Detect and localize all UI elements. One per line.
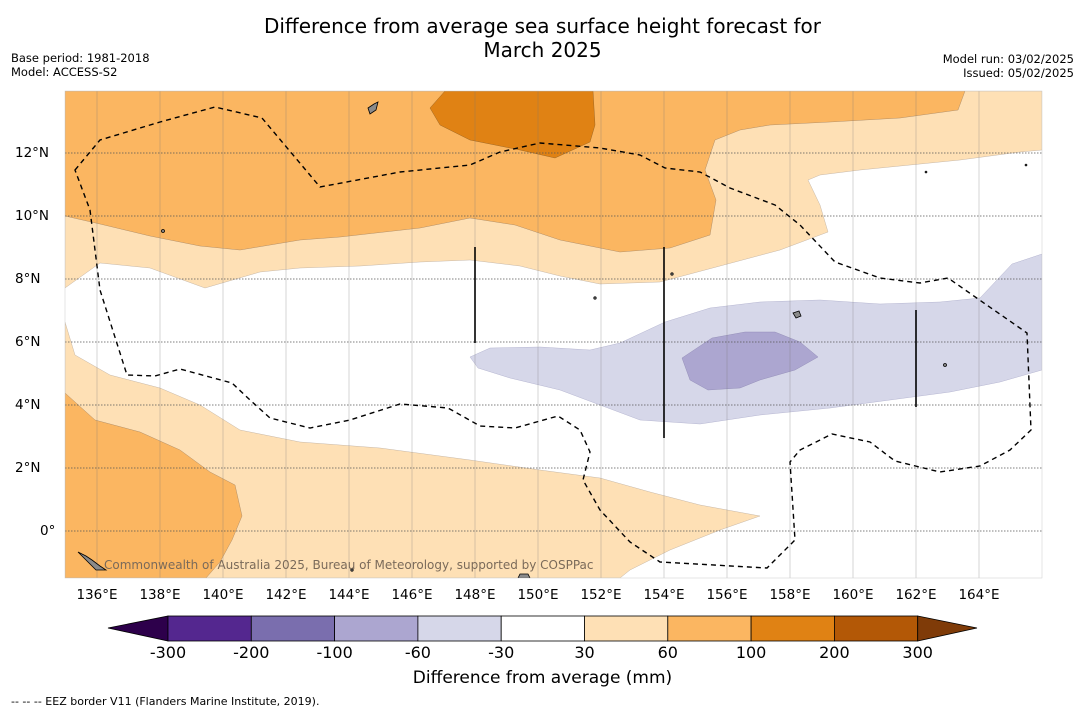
anomaly-100-200-north	[429, 91, 596, 159]
eez-segment-lines	[474, 247, 917, 438]
x-tick-label: 146°E	[391, 587, 433, 603]
map-grid	[65, 91, 1042, 578]
model-name: Model: ACCESS-S2	[11, 65, 118, 79]
colorbar-segment-5	[500, 615, 585, 642]
colorbar-tick-label: 60	[657, 643, 678, 662]
y-tick-label: 10°N	[15, 208, 50, 224]
y-tick-label: 4°N	[15, 397, 41, 413]
colorbar-tick-label: -60	[404, 643, 431, 662]
y-tick-label: 6°N	[15, 334, 41, 350]
colorbar-title: Difference from average (mm)	[412, 668, 673, 688]
x-tick-label: 136°E	[76, 587, 118, 603]
colorbar-segment-1	[167, 615, 252, 642]
eez-borders	[74, 106, 1032, 569]
x-tick-label: 150°E	[517, 587, 559, 603]
anomaly-60-100-north	[65, 91, 966, 253]
colorbar	[107, 615, 978, 642]
colorbar-segment-6	[584, 615, 669, 642]
islands	[77, 101, 1028, 578]
model-info: Base period: 1981-2018 Model: ACCESS-S2	[11, 51, 150, 79]
colorbar-segment-7	[667, 615, 752, 642]
anomaly-minus100-minus60	[681, 331, 819, 391]
y-tick-label: 2°N	[15, 460, 41, 476]
title-line-1: Difference from average sea surface heig…	[263, 14, 822, 38]
colorbar-segment-3	[334, 615, 419, 642]
colorbar-segment-8	[750, 615, 835, 642]
x-tick-label: 140°E	[202, 587, 244, 603]
colorbar-tick-label: -200	[233, 643, 270, 662]
issued-date: Issued: 05/02/2025	[963, 66, 1074, 80]
colorbar-tick-label: 30	[574, 643, 595, 662]
colorbar-tick-label: 300	[902, 643, 933, 662]
colorbar-low-extension	[107, 615, 169, 642]
colorbar-segment-9	[834, 615, 919, 642]
x-tick-label: 138°E	[139, 587, 181, 603]
colorbar-segment-2	[250, 615, 336, 642]
x-tick-label: 154°E	[643, 587, 685, 603]
colorbar-high-extension	[917, 615, 978, 642]
x-tick-label: 144°E	[328, 587, 370, 603]
colorbar-tick-label: 200	[819, 643, 850, 662]
colorbar-tick-label: -100	[316, 643, 353, 662]
colorbar-tick-label: -30	[488, 643, 515, 662]
colorbar-segment-4	[417, 615, 502, 642]
base-period: Base period: 1981-2018	[11, 51, 150, 65]
x-tick-label: 152°E	[580, 587, 622, 603]
x-tick-label: 158°E	[769, 587, 811, 603]
map-frame	[64, 90, 1043, 579]
x-tick-label: 156°E	[706, 587, 748, 603]
y-tick-label: 8°N	[15, 271, 41, 287]
y-tick-label: 12°N	[15, 145, 50, 161]
anomaly-60-100-south	[65, 392, 243, 578]
y-tick-label: 0°	[40, 523, 56, 539]
model-run-date: Model run: 03/02/2025	[942, 52, 1074, 66]
run-info: Model run: 03/02/2025 Issued: 05/02/2025	[943, 52, 1074, 80]
credit-text: Commonwealth of Australia 2025, Bureau o…	[104, 558, 594, 572]
x-tick-label: 162°E	[895, 587, 937, 603]
x-tick-label: 148°E	[454, 587, 496, 603]
title-line-2: March 2025	[483, 38, 602, 62]
x-tick-label: 142°E	[265, 587, 307, 603]
eez-legend-note: -- -- -- EEZ border V11 (Flanders Marine…	[11, 695, 320, 708]
colorbar-tick-label: 100	[735, 643, 767, 662]
map-title: Difference from average sea surface heig…	[0, 14, 1085, 62]
x-tick-label: 160°E	[832, 587, 874, 603]
colorbar-tick-label: -300	[149, 643, 187, 662]
x-tick-label: 164°E	[958, 587, 1000, 603]
